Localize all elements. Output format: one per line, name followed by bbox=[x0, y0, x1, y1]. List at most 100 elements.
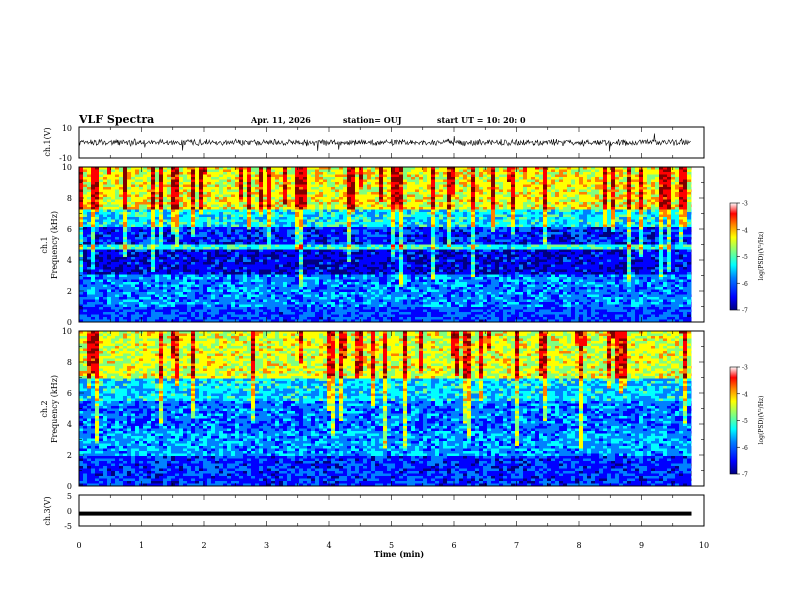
spectrogram-cell bbox=[231, 182, 235, 185]
spectrogram-cell bbox=[591, 174, 595, 177]
spectrogram-cell bbox=[671, 199, 675, 202]
spectrogram-cell bbox=[515, 202, 519, 205]
spectrogram-cell bbox=[675, 207, 679, 210]
spectrogram-cell bbox=[203, 182, 207, 185]
spectrogram-cell bbox=[207, 242, 211, 245]
spectrogram-cell bbox=[159, 207, 163, 210]
spectrogram-cell bbox=[651, 172, 655, 175]
spectrogram-cell bbox=[327, 212, 331, 215]
spectrogram-cell bbox=[107, 214, 111, 217]
spectrogram-cell bbox=[163, 194, 167, 197]
spectrogram-cell bbox=[303, 177, 307, 180]
spectrogram-cell bbox=[383, 227, 387, 230]
spectrogram-cell bbox=[439, 169, 443, 172]
spectrogram-cell bbox=[563, 192, 567, 195]
spectrogram-cell bbox=[499, 212, 503, 215]
spectrogram-cell bbox=[175, 232, 179, 235]
spectrogram-cell bbox=[479, 234, 483, 237]
spectrogram-cell bbox=[95, 169, 99, 172]
spectrogram-cell bbox=[135, 242, 139, 245]
spectrogram-cell bbox=[211, 227, 215, 230]
spectrogram-cell bbox=[371, 174, 375, 177]
spectrogram-cell bbox=[671, 177, 675, 180]
spectrogram-cell bbox=[603, 234, 607, 237]
spectrogram-cell bbox=[571, 179, 575, 182]
spectrogram-cell bbox=[635, 209, 639, 212]
spectrogram-cell bbox=[223, 227, 227, 230]
spectrogram-cell bbox=[691, 244, 692, 247]
spectrogram-cell bbox=[683, 184, 687, 187]
spectrogram-cell bbox=[627, 237, 631, 240]
spectrogram-cell bbox=[615, 217, 619, 220]
spectrogram-cell bbox=[239, 247, 243, 250]
spectrogram-cell bbox=[599, 239, 603, 242]
spectrogram-cell bbox=[435, 207, 439, 210]
spectrogram-cell bbox=[659, 222, 663, 225]
spectrogram-cell bbox=[619, 229, 623, 232]
spectrogram-cell bbox=[299, 237, 303, 240]
spectrogram-cell bbox=[123, 212, 127, 215]
spectrogram-cell bbox=[99, 167, 103, 170]
spectrogram-cell bbox=[615, 189, 619, 192]
spectrogram-cell bbox=[203, 177, 207, 180]
spectrogram-cell bbox=[267, 192, 271, 195]
spectrogram-cell bbox=[235, 179, 239, 182]
spectrogram-cell bbox=[191, 232, 195, 235]
spectrogram-cell bbox=[459, 169, 463, 172]
spectrogram-cell bbox=[691, 179, 692, 182]
spectrogram-cell bbox=[335, 244, 339, 247]
spectrogram-cell bbox=[159, 202, 163, 205]
spectrogram-cell bbox=[571, 227, 575, 230]
spectrogram-cell bbox=[435, 219, 439, 222]
spectrogram-cell bbox=[647, 174, 651, 177]
spectrogram-cell bbox=[331, 172, 335, 175]
spectrogram-cell bbox=[323, 244, 327, 247]
spectrogram-cell bbox=[375, 232, 379, 235]
spectrogram-cell bbox=[503, 179, 507, 182]
spectrogram-cell bbox=[147, 247, 151, 250]
spectrogram-cell bbox=[647, 207, 651, 210]
spectrogram-cell bbox=[231, 174, 235, 177]
spectrogram-cell bbox=[355, 184, 359, 187]
spectrogram-cell bbox=[83, 192, 87, 195]
spectrogram-cell bbox=[199, 177, 203, 180]
spectrogram-cell bbox=[431, 192, 435, 195]
spectrogram-cell bbox=[203, 247, 207, 250]
spectrogram-cell bbox=[123, 234, 127, 237]
spectrogram-cell bbox=[367, 227, 371, 230]
spectrogram-cell bbox=[323, 214, 327, 217]
spectrogram-cell bbox=[555, 192, 559, 195]
spectrogram-cell bbox=[531, 229, 535, 232]
spectrogram-cell bbox=[555, 202, 559, 205]
spectrogram-cell bbox=[95, 197, 99, 200]
spectrogram-cell bbox=[451, 209, 455, 212]
spectrogram-cell bbox=[183, 184, 187, 187]
spectrogram-cell bbox=[603, 219, 607, 222]
spectrogram-cell bbox=[163, 212, 167, 215]
spectrogram-cell bbox=[463, 167, 467, 170]
spectrogram-cell bbox=[255, 174, 259, 177]
spectrogram-cell bbox=[635, 187, 639, 190]
spectrogram-cell bbox=[187, 167, 191, 170]
spectrogram-cell bbox=[623, 227, 627, 230]
spectrogram-cell bbox=[99, 224, 103, 227]
spectrogram-cell bbox=[111, 177, 115, 180]
spectrogram-cell bbox=[463, 192, 467, 195]
spectrogram-cell bbox=[655, 224, 659, 227]
spectrogram-cell bbox=[83, 207, 87, 210]
spectrogram-cell bbox=[187, 182, 191, 185]
spectrogram-cell bbox=[587, 217, 591, 220]
spectrogram-cell bbox=[231, 184, 235, 187]
spectrogram-cell bbox=[127, 217, 131, 220]
spectrogram-cell bbox=[359, 192, 363, 195]
spectrogram-cell bbox=[119, 194, 123, 197]
spectrogram-cell bbox=[263, 209, 267, 212]
spectrogram-cell bbox=[491, 239, 495, 242]
spectrogram-cell bbox=[159, 199, 163, 202]
spectrogram-cell bbox=[95, 224, 99, 227]
spectrogram-cell bbox=[163, 174, 167, 177]
spectrogram-cell bbox=[519, 244, 523, 247]
spectrogram-cell bbox=[631, 204, 635, 207]
spectrogram-cell bbox=[223, 177, 227, 180]
spectrogram-cell bbox=[447, 209, 451, 212]
